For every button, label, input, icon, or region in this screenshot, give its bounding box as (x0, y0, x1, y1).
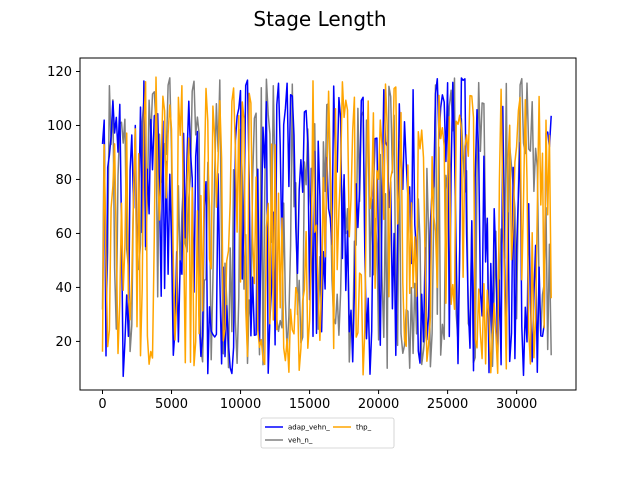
x-tick-label: 0 (98, 397, 106, 412)
legend-box (260, 417, 395, 449)
x-tick-label: 15000 (289, 397, 330, 412)
legend-label: adap_vehn_ (288, 424, 330, 432)
x-tick-label: 25000 (427, 397, 468, 412)
x-tick-label: 30000 (496, 397, 537, 412)
y-tick-label: 100 (47, 119, 72, 134)
series-layer (101, 76, 552, 378)
x-tick-label: 10000 (220, 397, 261, 412)
y-tick-label: 80 (55, 173, 72, 188)
legend: adap_vehn_ thp_ veh_n_ (260, 417, 395, 449)
chart-title: Stage Length (253, 7, 386, 31)
x-axis: 0 5000 10000 15000 20000 25000 30000 (98, 390, 537, 412)
legend-label: veh_n_ (288, 437, 313, 445)
plot-area: 0 5000 10000 15000 20000 25000 30000 20 40 60 80 1… (47, 57, 577, 412)
legend-label: thp_ (356, 424, 372, 432)
y-tick-label: 40 (55, 281, 72, 296)
x-tick-label: 20000 (358, 397, 399, 412)
y-tick-label: 60 (55, 227, 72, 242)
y-tick-label: 120 (47, 65, 72, 80)
axes-frame (79, 57, 577, 391)
y-tick-label: 20 (55, 335, 72, 350)
y-axis: 20 40 60 80 100 120 (47, 65, 80, 350)
x-tick-label: 5000 (155, 397, 188, 412)
series-line-thp (101, 76, 552, 376)
